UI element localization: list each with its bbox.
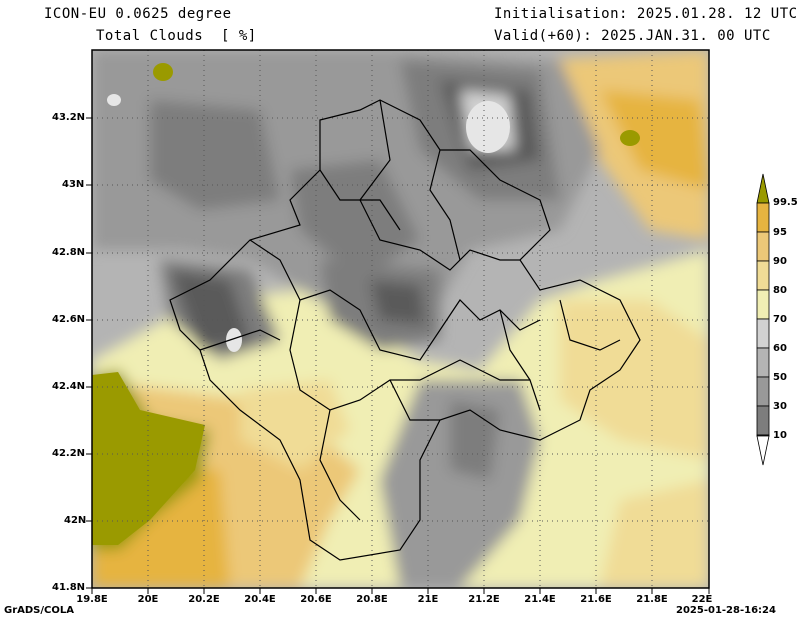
lat-label: 42.2N — [52, 448, 86, 459]
lat-label: 42N — [64, 515, 87, 526]
colorbar-label: 80 — [773, 285, 787, 296]
footer-left: GrADS/COLA — [4, 605, 74, 616]
lon-label: 19.8E — [76, 594, 108, 605]
colorbar-label: 10 — [773, 430, 787, 441]
init-time: Initialisation: 2025.01.28. 12 UTC — [494, 6, 798, 22]
valid-time: Valid(+60): 2025.JAN.31. 00 UTC — [494, 28, 771, 44]
lon-label: 21.6E — [580, 594, 612, 605]
lon-label: 21.8E — [636, 594, 668, 605]
field-title: Total Clouds [ %] — [96, 28, 257, 44]
lat-label: 42.4N — [52, 381, 86, 392]
lat-label: 42.8N — [52, 247, 86, 258]
model-title: ICON-EU 0.0625 degree — [44, 6, 232, 22]
lon-label: 20.8E — [356, 594, 388, 605]
colorbar-label: 90 — [773, 256, 787, 267]
lat-label: 43.2N — [52, 112, 86, 123]
colorbar-label: 50 — [773, 372, 787, 383]
colorbar-label: 95 — [773, 227, 787, 238]
lat-label: 42.6N — [52, 314, 86, 325]
lon-label: 20.6E — [300, 594, 332, 605]
lon-label: 21.2E — [468, 594, 500, 605]
lon-label: 22E — [691, 594, 713, 605]
colorbar-label: 30 — [773, 401, 787, 412]
footer-right: 2025-01-28-16:24 — [676, 605, 776, 616]
lon-label: 21E — [417, 594, 439, 605]
colorbar-label: 70 — [773, 314, 787, 325]
lon-label: 20.2E — [188, 594, 220, 605]
colorbar — [756, 173, 770, 466]
colorbar-label: 99.5 — [773, 197, 798, 208]
lat-label: 41.8N — [52, 582, 86, 593]
lon-label: 20.4E — [244, 594, 276, 605]
colorbar-label: 60 — [773, 343, 787, 354]
lat-label: 43N — [62, 179, 85, 190]
map-area — [92, 50, 709, 588]
lon-label: 21.4E — [524, 594, 556, 605]
lon-label: 20E — [137, 594, 159, 605]
